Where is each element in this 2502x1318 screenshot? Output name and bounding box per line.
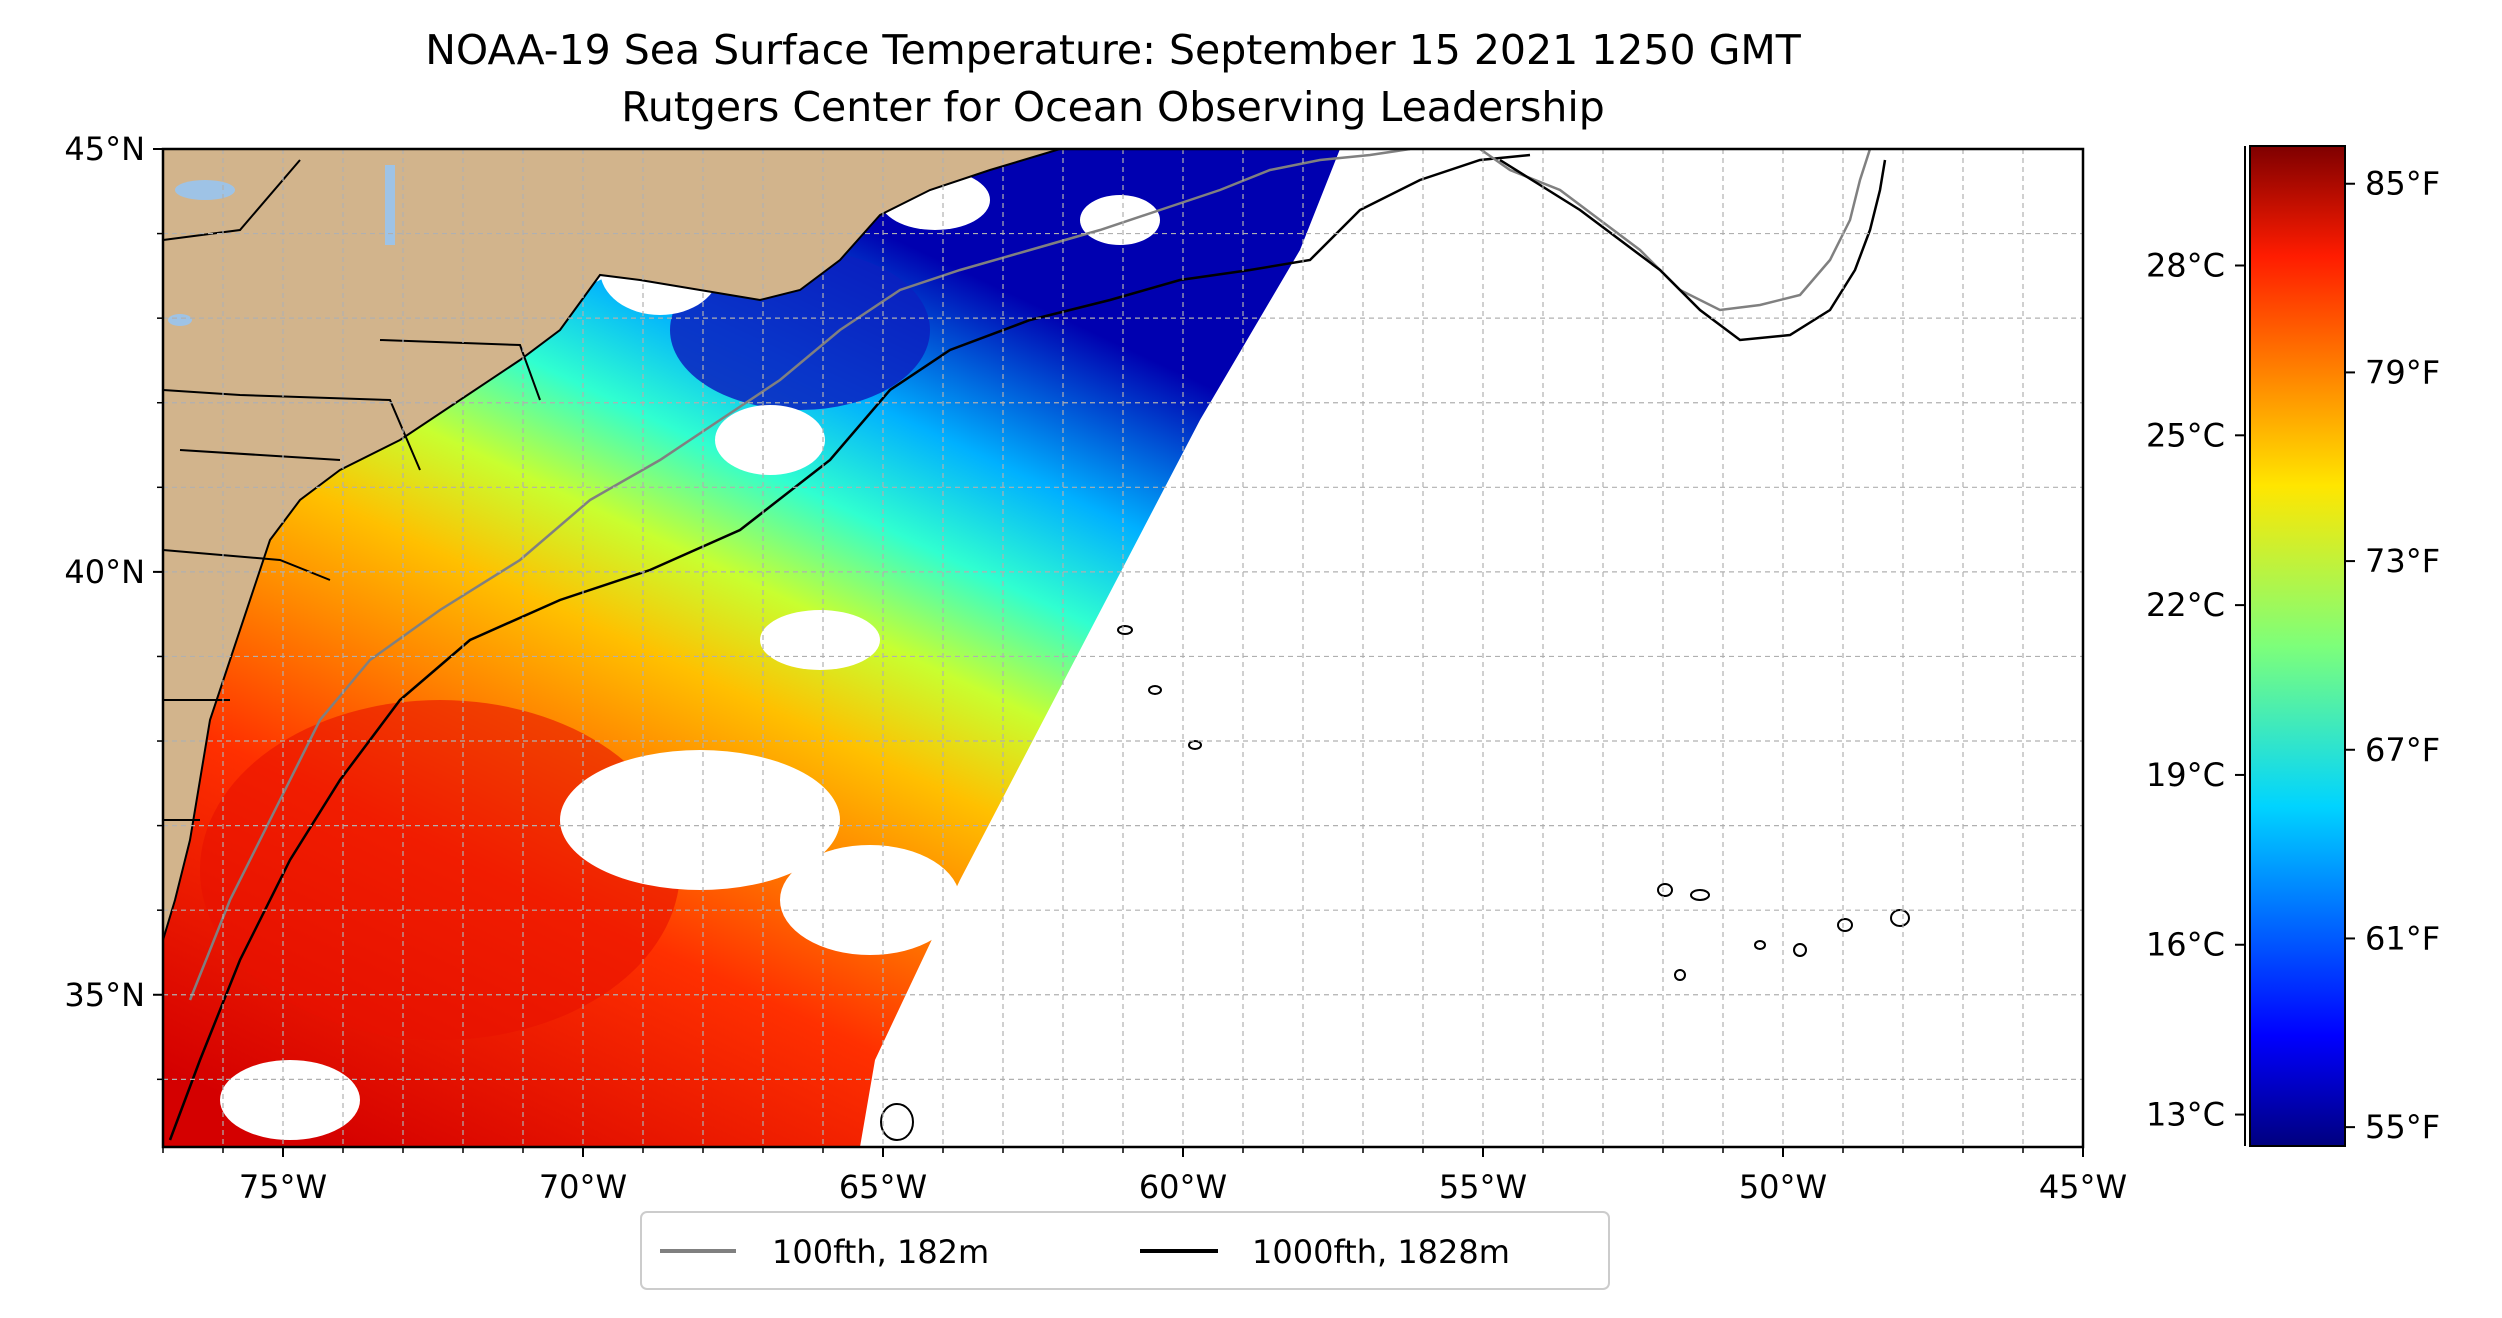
cbar-c-label: 25°C (2146, 416, 2225, 454)
y-tick-label: 45°N (64, 130, 145, 168)
y-tick-label: 35°N (64, 976, 145, 1014)
colorbar-celsius-axis: 28°C 25°C 22°C 19°C 16°C 13°C (2146, 146, 2246, 1146)
x-tick-label: 65°W (839, 1168, 927, 1206)
warm-water-patch (200, 700, 680, 1040)
legend-label-100fth: 100fth, 182m (772, 1233, 989, 1271)
y-tick-label: 40°N (64, 553, 145, 591)
x-tick-label: 75°W (239, 1168, 327, 1206)
cbar-c-label: 13°C (2146, 1096, 2225, 1134)
contour-100fth (188, 149, 1411, 1001)
x-tick-label: 60°W (1139, 1168, 1227, 1206)
legend: 100fth, 182m 1000fth, 1828m (640, 1211, 1610, 1290)
cbar-c-label: 22°C (2146, 586, 2225, 624)
cbar-f-label: 61°F (2365, 919, 2440, 957)
seamounts (880, 625, 1910, 1141)
lakes (168, 165, 395, 326)
cbar-c-label: 16°C (2146, 926, 2225, 964)
contour-1000fth-east (1499, 158, 1887, 342)
contour-100fth-east (1479, 149, 1872, 312)
x-tick-label: 50°W (1739, 1168, 1827, 1206)
x-axis: 75°W 70°W 65°W 60°W 55°W 50°W 45°W (162, 1147, 2127, 1206)
legend-label-1000fth: 1000fth, 1828m (1252, 1233, 1510, 1271)
land-mass (163, 149, 1061, 941)
y-axis: 45°N 40°N 35°N (64, 130, 163, 1081)
colorbar-gradient (2249, 145, 2346, 1147)
state-borders (163, 159, 541, 821)
x-tick-label: 70°W (539, 1168, 627, 1206)
contour-1000fth (168, 153, 1531, 1141)
cbar-f-label: 55°F (2365, 1108, 2440, 1146)
cbar-f-label: 73°F (2365, 542, 2440, 580)
cbar-f-label: 79°F (2365, 353, 2440, 391)
legend-box (640, 1211, 1610, 1290)
cbar-c-label: 19°C (2146, 756, 2225, 794)
title-line-2: Rutgers Center for Ocean Observing Leade… (621, 83, 1605, 131)
title-line-1: NOAA-19 Sea Surface Temperature: Septemb… (425, 26, 1801, 74)
colorbar: 28°C 25°C 22°C 19°C 16°C 13°C 85°F 79°F 73°F 67°… (2146, 145, 2440, 1147)
map-gridlines (163, 149, 2083, 1147)
colorbar-fahrenheit-axis: 85°F 79°F 73°F 67°F 61°F 55°F (2345, 165, 2440, 1146)
cbar-f-label: 85°F (2365, 165, 2440, 203)
cbar-f-label: 67°F (2365, 731, 2440, 769)
x-tick-label: 55°W (1439, 1168, 1527, 1206)
cbar-c-label: 28°C (2146, 246, 2225, 284)
x-tick-label: 45°W (2039, 1168, 2127, 1206)
